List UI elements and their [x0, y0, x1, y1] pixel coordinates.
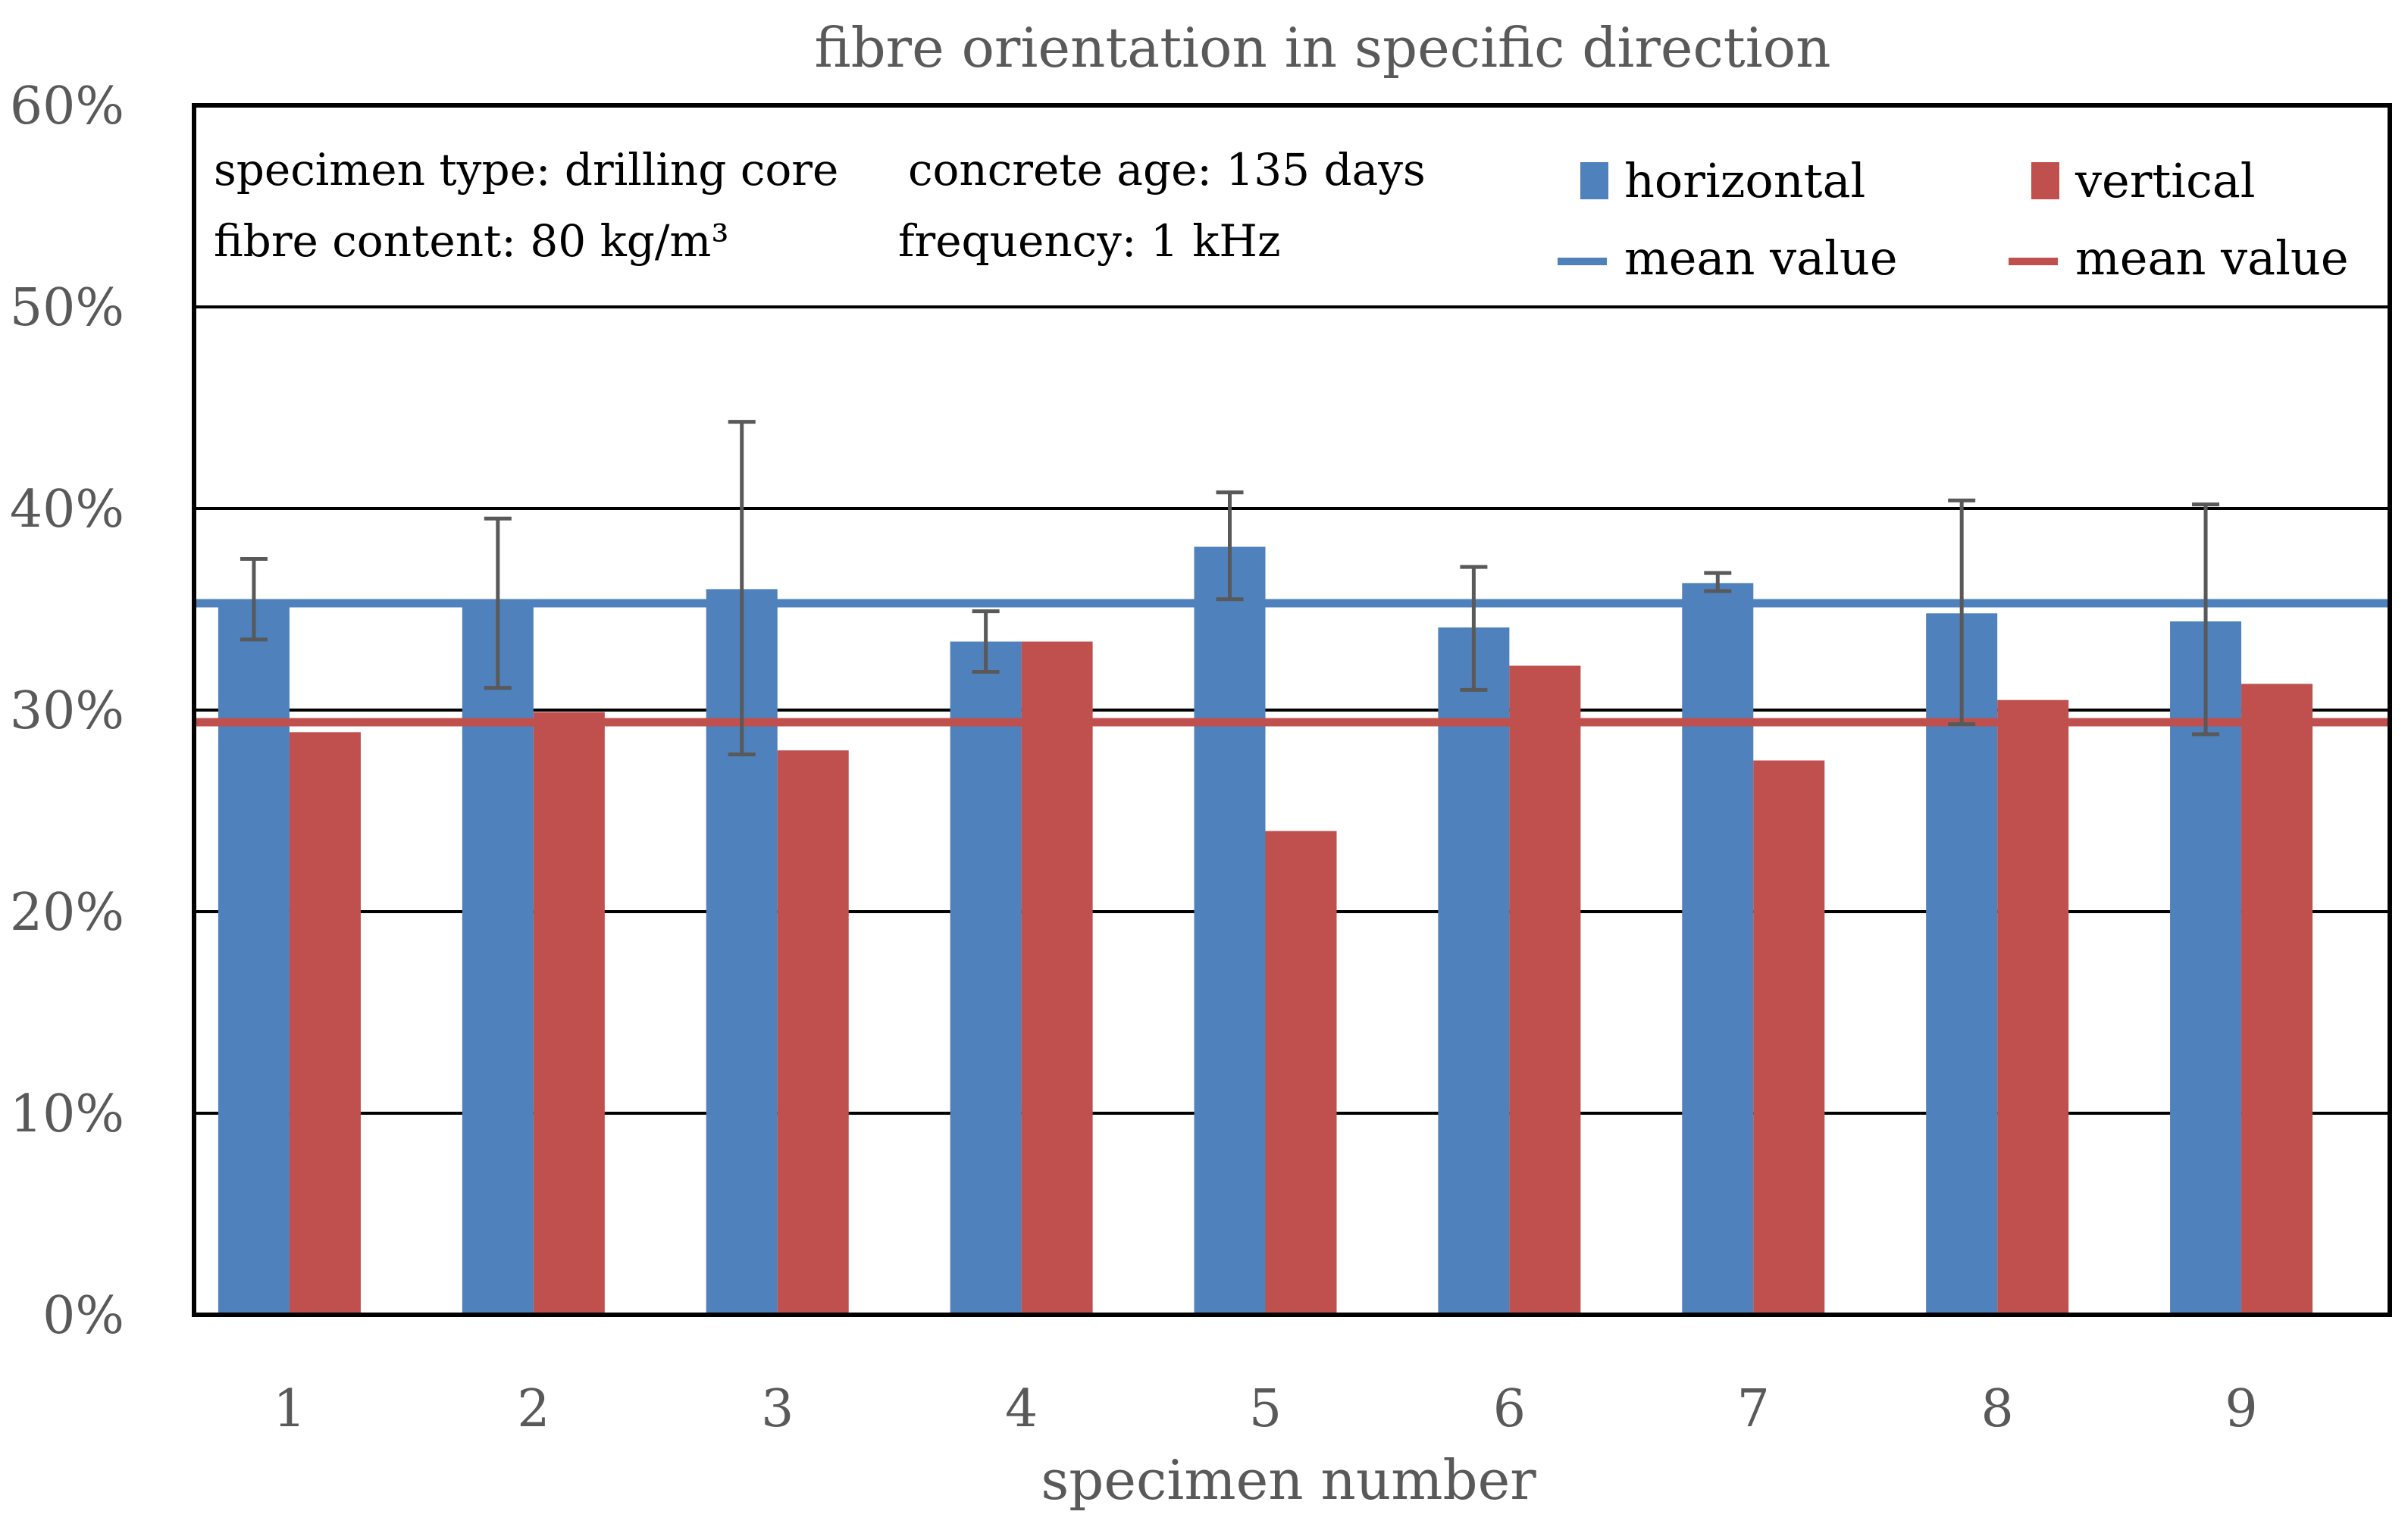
bar-horizontal [2170, 621, 2242, 1315]
bar-horizontal [1438, 627, 1510, 1315]
x-tick-label: 5 [1249, 1379, 1282, 1439]
x-tick-label: 2 [517, 1379, 550, 1439]
legend-vertical-swatch [2031, 162, 2059, 199]
bar-vertical [1265, 831, 1337, 1315]
bar-vertical [1753, 760, 1825, 1315]
frequency-note: frequency: 1 kHz [898, 215, 1281, 267]
legend-vertical-label: vertical [2075, 153, 2256, 208]
bar-horizontal [1926, 613, 1998, 1315]
bar-horizontal [950, 641, 1022, 1315]
bar-horizontal [218, 599, 290, 1315]
x-tick-label: 7 [1737, 1379, 1770, 1439]
y-tick-label: 0% [42, 1286, 124, 1346]
y-axis-ticks: 0% 10% 20% 30% 40% 50% 60% [10, 77, 124, 1346]
bar-vertical [533, 712, 605, 1315]
plot-frame [192, 103, 2392, 1317]
chart-title: fibre orientation in specific direction [815, 16, 1831, 80]
x-tick-label: 6 [1493, 1379, 1526, 1439]
y-tick-label: 20% [10, 883, 124, 943]
legend-blue-mean-label: mean value [1624, 230, 1898, 286]
legend-horizontal-swatch [1580, 162, 1608, 199]
legend-horizontal-label: horizontal [1624, 153, 1865, 208]
bar-vertical [1509, 665, 1581, 1315]
bar-vertical [2241, 684, 2313, 1315]
concrete-age-note: concrete age: 135 days [908, 144, 1426, 196]
bar-vertical [289, 732, 361, 1315]
x-tick-label: 8 [1981, 1379, 2014, 1439]
fibre-content-note: fibre content: 80 kg/m³ [214, 215, 729, 267]
error-bars [240, 420, 2220, 757]
y-tick-label: 60% [10, 77, 124, 136]
bars [218, 546, 2313, 1315]
x-tick-label: 4 [1005, 1379, 1038, 1439]
bar-vertical [777, 750, 849, 1315]
y-tick-label: 10% [10, 1084, 124, 1144]
bar-horizontal [1194, 546, 1266, 1315]
x-axis-title: specimen number [1041, 1448, 1536, 1512]
specimen-type-note: specimen type: drilling core [214, 144, 838, 196]
mean-lines [194, 599, 2390, 727]
y-tick-label: 50% [10, 278, 124, 338]
legend: horizontal vertical mean value mean valu… [1558, 153, 2349, 286]
bar-horizontal [1682, 583, 1754, 1315]
bar-vertical [1997, 699, 2069, 1315]
y-tick-label: 40% [10, 480, 124, 540]
x-tick-label: 9 [2225, 1379, 2257, 1439]
x-axis-ticks: 1 2 3 4 5 6 7 8 9 [273, 1379, 2257, 1439]
y-tick-label: 30% [10, 681, 124, 741]
bar-horizontal [462, 603, 534, 1315]
bar-vertical [1021, 641, 1093, 1315]
x-tick-label: 1 [273, 1379, 305, 1439]
legend-red-mean-label: mean value [2075, 230, 2349, 286]
x-tick-label: 3 [761, 1379, 794, 1439]
